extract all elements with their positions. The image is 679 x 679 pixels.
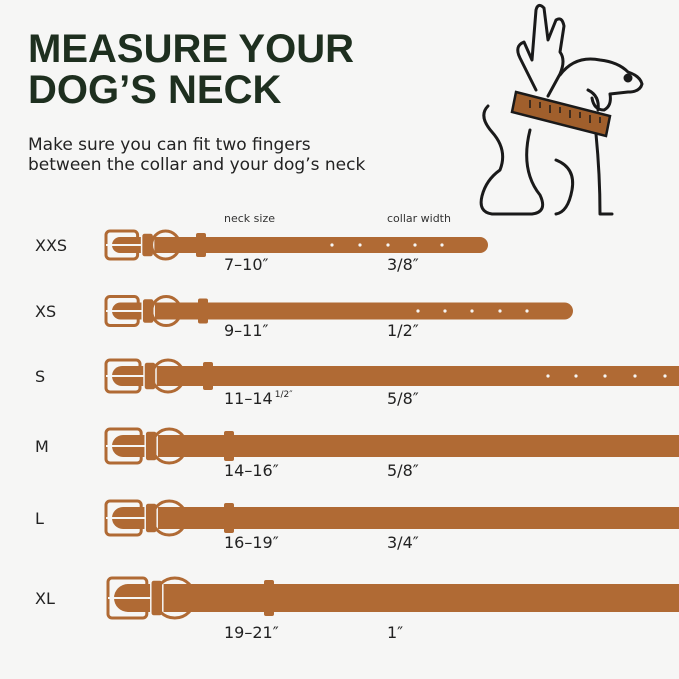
column-header: neck size [224,212,275,225]
neck-size: 14–16″ [224,461,279,480]
subtitle: Make sure you can fit two fingers [28,135,311,155]
neck-fraction: 1/2″ [275,390,293,400]
hole [663,374,667,378]
d-ring [153,576,197,620]
collar-illustration [510,90,612,138]
hole [416,309,420,313]
hole [470,309,474,313]
strap-loop [150,579,164,617]
collar-width: 5/8″ [387,461,419,480]
size-label: XXS [35,236,67,255]
size-label: L [35,509,44,528]
hole [358,243,362,247]
size-label: M [35,437,49,456]
neck-size: 11–14 1/2″ [224,389,293,408]
neck-value: 16–19″ [224,533,279,552]
hole [525,309,529,313]
neck-value: 14–16″ [224,461,279,480]
collar-strap [112,435,679,457]
hole [386,243,390,247]
strap-loop [141,297,155,325]
d-ring [150,499,188,537]
dog-illustration [479,3,644,216]
hole [633,374,637,378]
size-label: XL [35,589,55,608]
d-ring [150,229,182,261]
collar-width: 3/4″ [387,533,419,552]
collar-strap [112,302,573,320]
hole [546,374,550,378]
hole [440,243,444,247]
title: DOG’S NECK [28,68,281,112]
strap-loop [140,232,155,258]
collar-strap [112,237,488,253]
neck-size: 16–19″ [224,533,279,552]
keeper [264,580,274,616]
neck-size: 9–11″ [224,321,269,340]
neck-size: 7–10″ [224,255,269,274]
keeper [203,362,213,390]
neck-value: 7–10″ [224,255,269,274]
neck-value: 11–14 [224,389,273,408]
hole [330,243,334,247]
collar-width: 1″ [387,623,403,642]
hole [413,243,417,247]
collar-width: 1/2″ [387,321,419,340]
collar-strap [112,507,679,529]
hole [603,374,607,378]
keeper [198,298,208,324]
neck-value: 19–21″ [224,623,279,642]
collar-width: 3/8″ [387,255,419,274]
d-ring [150,427,188,465]
hole [498,309,502,313]
d-ring [150,358,186,394]
collar-width: 5/8″ [387,389,419,408]
neck-value: 9–11″ [224,321,269,340]
size-label: S [35,367,45,386]
keeper [224,503,234,533]
d-ring [150,295,183,327]
hole [443,309,447,313]
collar-strap [112,366,679,386]
collar-strap [114,584,679,612]
size-label: XS [35,302,56,321]
title: MEASURE YOUR [28,27,354,71]
subtitle: between the collar and your dog’s neck [28,155,365,175]
neck-size: 19–21″ [224,623,279,642]
column-header: collar width [387,212,451,225]
hole [574,374,578,378]
keeper [196,233,206,257]
keeper [224,431,234,461]
